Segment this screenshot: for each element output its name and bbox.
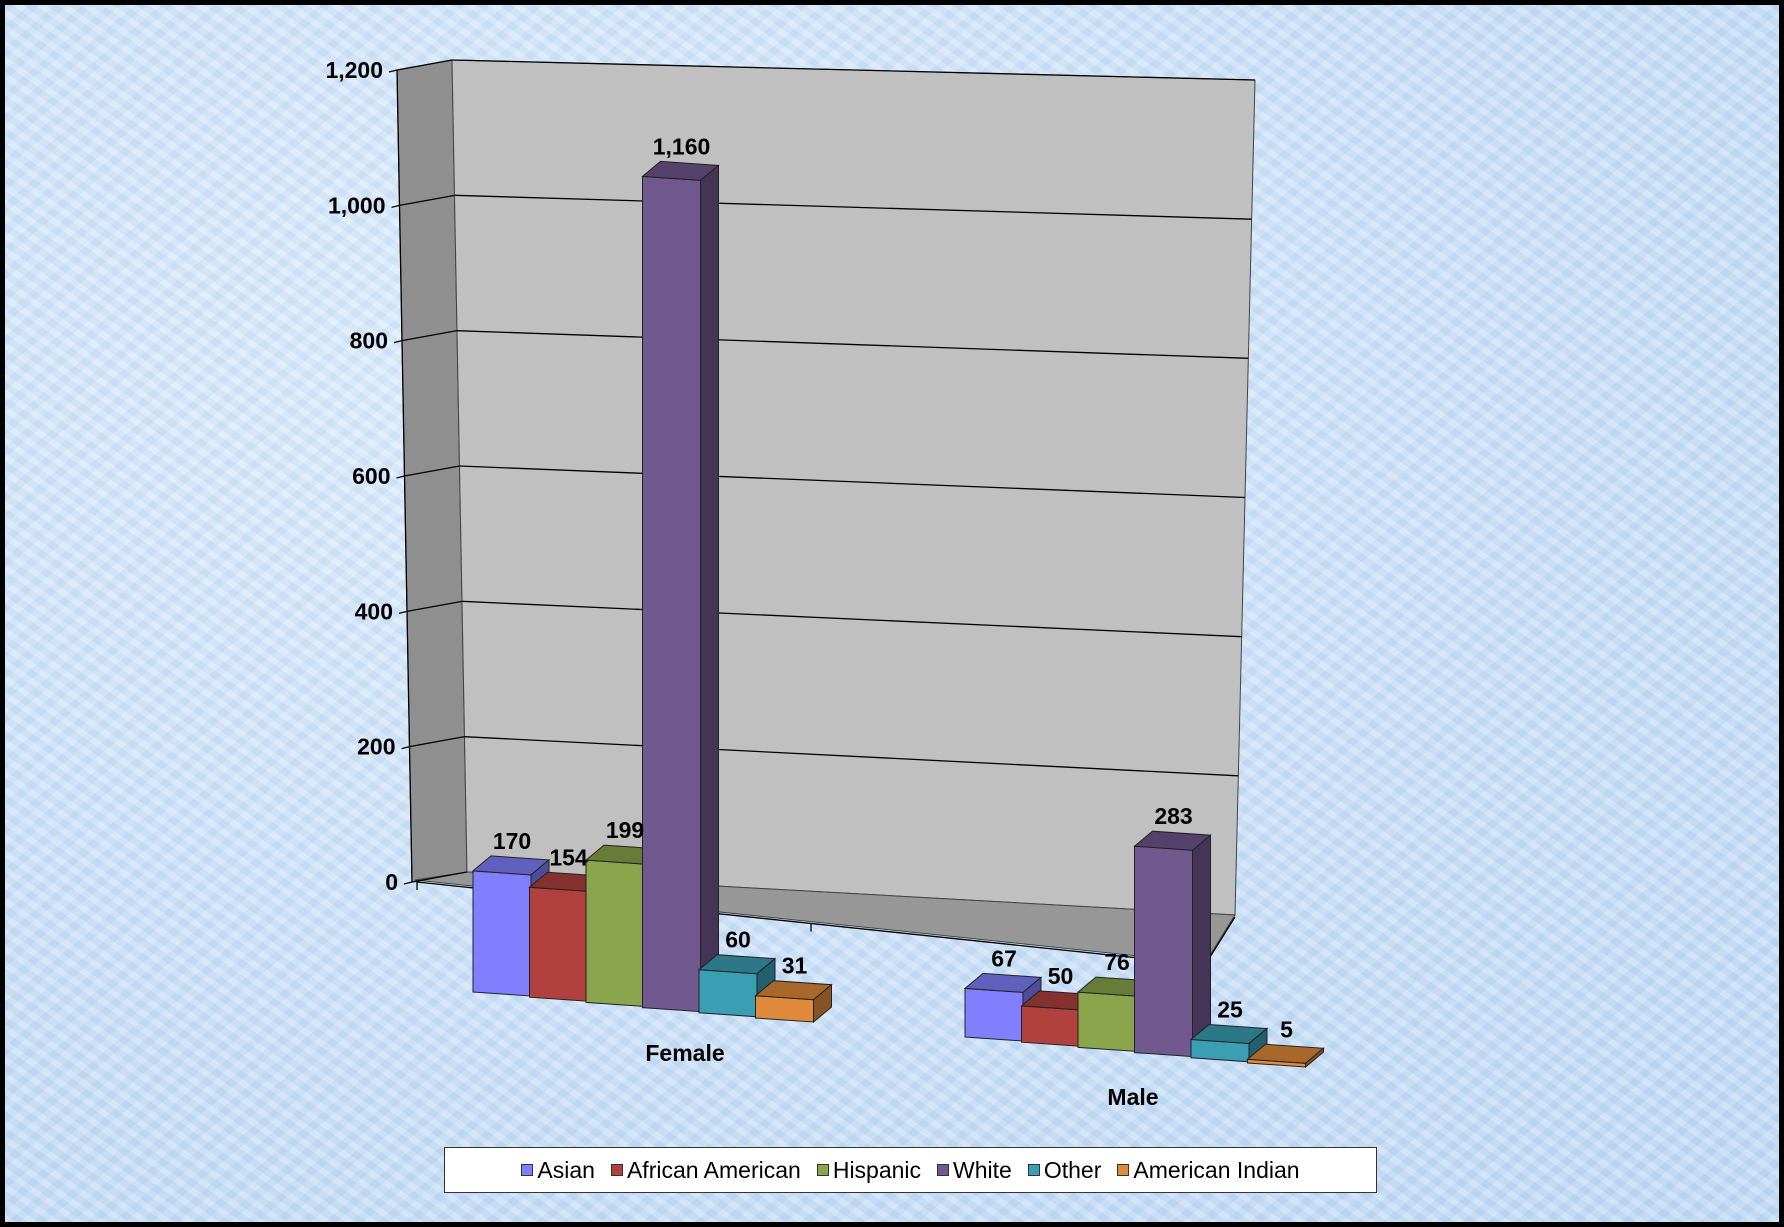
side-gridline: [409, 736, 465, 748]
data-label: 154: [549, 844, 588, 870]
data-label: 170: [493, 828, 531, 854]
legend-swatch: [816, 1164, 829, 1176]
legend-item-african-american: African American: [610, 1156, 801, 1184]
legend-item-other: Other: [1027, 1156, 1102, 1184]
y-tick-mark: [393, 340, 403, 344]
legend-item-american-indian: American Indian: [1117, 1156, 1300, 1184]
legend-label: Asian: [537, 1156, 595, 1183]
gridline: [454, 194, 1252, 220]
gridline: [456, 330, 1249, 359]
side-gridline: [399, 194, 455, 206]
x-tick-label: Female: [645, 1040, 724, 1066]
side-gridline: [396, 59, 453, 71]
gridline: [459, 465, 1246, 499]
gridline: [464, 736, 1239, 777]
data-label: 67: [991, 945, 1017, 971]
y-tick-mark: [391, 204, 400, 208]
y-tick-mark: [388, 69, 398, 73]
data-label: 76: [1104, 949, 1130, 975]
y-tick-label: 0: [385, 869, 398, 895]
side-gridline: [411, 871, 468, 883]
legend: Asian African American Hispanic White Other A…: [444, 1147, 1377, 1193]
bar-male-american-indian: [1246, 1043, 1325, 1069]
legend-item-hispanic: Hispanic: [816, 1156, 922, 1184]
legend-item-asian: Asian: [521, 1157, 595, 1184]
legend-swatch: [610, 1164, 623, 1176]
data-label: 50: [1048, 963, 1074, 989]
data-label: 31: [782, 953, 808, 979]
data-label: 283: [1154, 803, 1192, 829]
y-tick-label: 800: [350, 328, 388, 354]
x-tick-label: Male: [1107, 1084, 1158, 1110]
legend-swatch: [1027, 1164, 1040, 1176]
data-label: 5: [1280, 1016, 1293, 1042]
y-tick-label: 1,200: [325, 57, 383, 83]
bars: [471, 160, 1325, 1069]
legend-swatch: [937, 1164, 950, 1176]
y-tick-label: 200: [357, 734, 395, 760]
legend-swatch: [521, 1164, 534, 1176]
back-wall: [451, 59, 1256, 916]
data-label: 1,160: [653, 133, 711, 159]
legend-label: White: [953, 1156, 1012, 1183]
bar-male-white: [1133, 830, 1212, 1058]
gridlines: [396, 59, 1256, 883]
y-tick-label: 600: [352, 463, 390, 489]
y-tick-mark: [398, 610, 408, 614]
y-tick-mark: [396, 475, 405, 479]
y-tick-mark: [401, 746, 410, 750]
y-axis: 0 200 400 600 800 1,000 1,200: [325, 57, 413, 895]
bar-male-asian: [963, 972, 1043, 1043]
legend-swatch: [1117, 1164, 1130, 1176]
legend-label: Hispanic: [832, 1156, 922, 1183]
legend-item-white: White: [937, 1157, 1012, 1184]
legend-label: American Indian: [1133, 1156, 1300, 1183]
side-gridline: [406, 600, 463, 612]
bar-female-white: [641, 160, 720, 1013]
data-label: 60: [725, 927, 751, 953]
data-label: 25: [1217, 997, 1243, 1023]
side-gridline: [404, 465, 460, 477]
side-gridline: [401, 330, 458, 342]
y-tick-mark: [403, 881, 413, 885]
y-tick-label: 1,000: [328, 192, 386, 218]
legend-label: African American: [626, 1156, 801, 1183]
gridline: [451, 59, 1256, 81]
legend-label: Other: [1043, 1156, 1102, 1183]
gridline: [461, 600, 1242, 638]
y-tick-label: 400: [355, 598, 393, 624]
data-label: 199: [606, 817, 644, 843]
bar-female-american-indian: [754, 980, 833, 1024]
y-axis-line: [396, 69, 413, 883]
bar-male-other: [1189, 1023, 1269, 1063]
data-labels: 170 154 199 1,160 60 31 67 50 76 283 25 5: [493, 133, 1293, 1042]
chart-plot: 0 200 400 600 800 1,000 1,200 Female Male 170 15…: [325, 57, 1325, 1110]
